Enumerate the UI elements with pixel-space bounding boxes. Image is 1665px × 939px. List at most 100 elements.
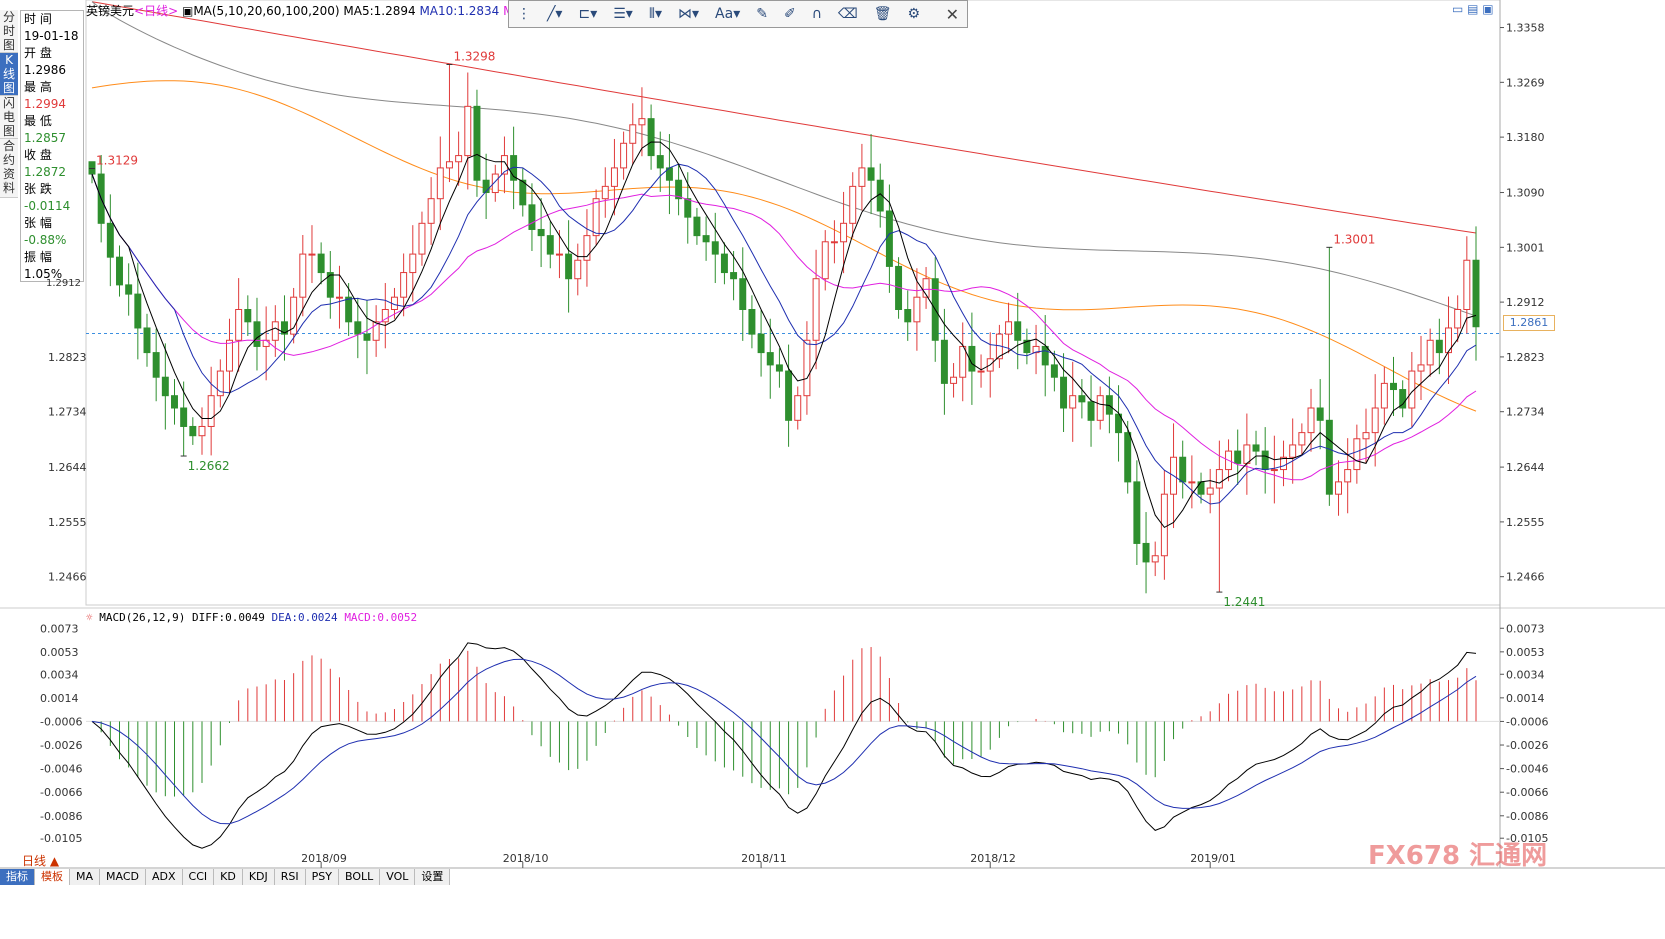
candle-body <box>473 105 481 181</box>
tab-indicator[interactable]: 指标 <box>0 869 35 885</box>
tab-kdj[interactable]: KDJ <box>242 869 275 885</box>
tab-settings[interactable]: 设置 <box>415 869 451 885</box>
info-low-value: 1.2857 <box>24 131 66 145</box>
candle-body <box>904 309 912 323</box>
candle-body <box>1014 321 1022 341</box>
text-tool-button[interactable]: Aa▾ <box>715 6 741 22</box>
candle-body <box>1298 432 1306 446</box>
ohlc-info-box: 时 间 19-01-18 开 盘 1.2986 最 高 1.2994 最 低 1… <box>20 10 84 282</box>
tab-ma[interactable]: MA <box>70 869 101 885</box>
ma200-line <box>91 1 1477 234</box>
partial-tick-label: 1.2912 <box>46 278 81 289</box>
macd-gear-icon[interactable]: ☼ <box>86 611 93 624</box>
magnet-icon[interactable]: ∩ <box>811 6 822 22</box>
candle-body <box>1124 432 1132 483</box>
extreme-label: 1.2662 <box>188 459 230 473</box>
candle-body <box>693 216 701 237</box>
tab-time-chart[interactable]: 分时图 <box>0 10 18 53</box>
info-high-label: 最 高 <box>24 80 52 94</box>
candle-body <box>1362 432 1370 440</box>
candle-body <box>1445 327 1452 354</box>
y-tick-label: 1.2912 <box>1506 296 1545 309</box>
candle-body <box>519 179 527 206</box>
fib-tool-icon[interactable]: ☰▾ <box>613 6 633 22</box>
eraser-icon[interactable]: ⌫ <box>837 6 858 22</box>
y-tick-label: 1.2644 <box>1506 461 1545 474</box>
candle-body <box>1069 395 1077 409</box>
right-tools[interactable]: ▭ ▤ ▣ <box>1452 2 1494 16</box>
rect-tool-icon[interactable]: ⊏▾ <box>578 6 598 22</box>
tab-contract-info[interactable]: 合约资料 <box>0 139 18 198</box>
candle-body <box>207 395 215 427</box>
candle-body <box>427 198 435 224</box>
candle-body <box>418 222 426 255</box>
candle-body <box>189 425 197 437</box>
day-period-tab[interactable]: 日线 ▲ <box>22 854 60 868</box>
close-icon[interactable]: ✕ <box>945 4 959 24</box>
candle-body <box>821 241 829 280</box>
macd-tick-label-left: -0.0105 <box>40 832 82 845</box>
tab-adx[interactable]: ADX <box>146 869 183 885</box>
candle-body <box>638 118 646 126</box>
info-time-value: 19-01-18 <box>24 29 79 43</box>
tab-vol[interactable]: VOL <box>380 869 416 885</box>
candle-body <box>106 222 114 258</box>
macd-dea-line <box>91 658 1477 825</box>
candle-body <box>1435 339 1443 354</box>
candle-body <box>1151 555 1159 563</box>
candle-body <box>537 228 545 237</box>
line-tool-icon[interactable]: ╱▾ <box>547 6 563 22</box>
candle-body <box>583 235 591 261</box>
candle-body <box>116 256 123 286</box>
tab-template[interactable]: 模板 <box>35 869 70 885</box>
macd-tick-label: -0.0006 <box>1506 715 1548 728</box>
drag-handle-icon[interactable]: ⋮ <box>517 6 531 22</box>
info-amp-value: 1.05% <box>24 267 63 281</box>
tab-flash-chart[interactable]: 闪电图 <box>0 96 18 139</box>
tab-cci[interactable]: CCI <box>182 869 215 885</box>
candle-body <box>1050 364 1058 378</box>
pattern-tool-icon[interactable]: ⋈▾ <box>678 6 700 22</box>
tab-k-chart[interactable]: K线图 <box>0 53 18 96</box>
candle-body <box>152 352 160 378</box>
macd-tick-label-left: 0.0014 <box>40 692 79 705</box>
tab-rsi[interactable]: RSI <box>274 869 306 885</box>
candle-body <box>1335 481 1342 495</box>
trash-icon[interactable]: 🗑 <box>873 6 892 22</box>
candle-body <box>1041 345 1049 366</box>
tab-psy[interactable]: PSY <box>305 869 339 885</box>
candle-body <box>1005 321 1013 335</box>
pen-icon[interactable]: ✐ <box>783 6 796 22</box>
info-open-value: 1.2986 <box>24 63 66 77</box>
macd-header: ☼ MACD(26,12,9) DIFF:0.0049 DEA:0.0024 M… <box>86 611 417 624</box>
period-label[interactable]: <日线> <box>134 4 179 18</box>
tab-kd[interactable]: KD <box>214 869 243 885</box>
candle-body <box>1078 395 1086 403</box>
candle-body <box>1289 444 1297 458</box>
candle-body <box>171 395 178 409</box>
candle-body <box>528 204 536 230</box>
candle-body <box>1215 469 1223 489</box>
candle-body <box>656 155 664 169</box>
macd-diff-line <box>91 642 1477 849</box>
channel-tool-icon[interactable]: ⦀▾ <box>648 6 662 22</box>
candle-body <box>409 253 417 274</box>
candle-body <box>546 235 554 255</box>
ruler-icon[interactable]: ✎ <box>756 6 768 22</box>
candle-body <box>445 161 453 169</box>
tab-boll[interactable]: BOLL <box>338 869 381 885</box>
candle-body <box>372 321 380 341</box>
candle-body <box>1133 481 1141 544</box>
x-tick-label: 2018/12 <box>970 852 1016 865</box>
ma100-line <box>91 1 1477 317</box>
watermark-logo: FX678 汇通网 <box>1368 841 1548 871</box>
x-tick-label: 2018/11 <box>741 852 787 865</box>
candle-body <box>1023 339 1031 354</box>
tab-macd[interactable]: MACD <box>100 869 146 885</box>
x-tick-label: 2019/01 <box>1190 852 1236 865</box>
symbol-name: 英镑美元 <box>86 4 135 18</box>
candle-body <box>1234 450 1242 464</box>
candle-body <box>1399 389 1407 409</box>
candle-body <box>601 185 609 200</box>
gear-icon[interactable]: ⚙ <box>907 6 921 22</box>
